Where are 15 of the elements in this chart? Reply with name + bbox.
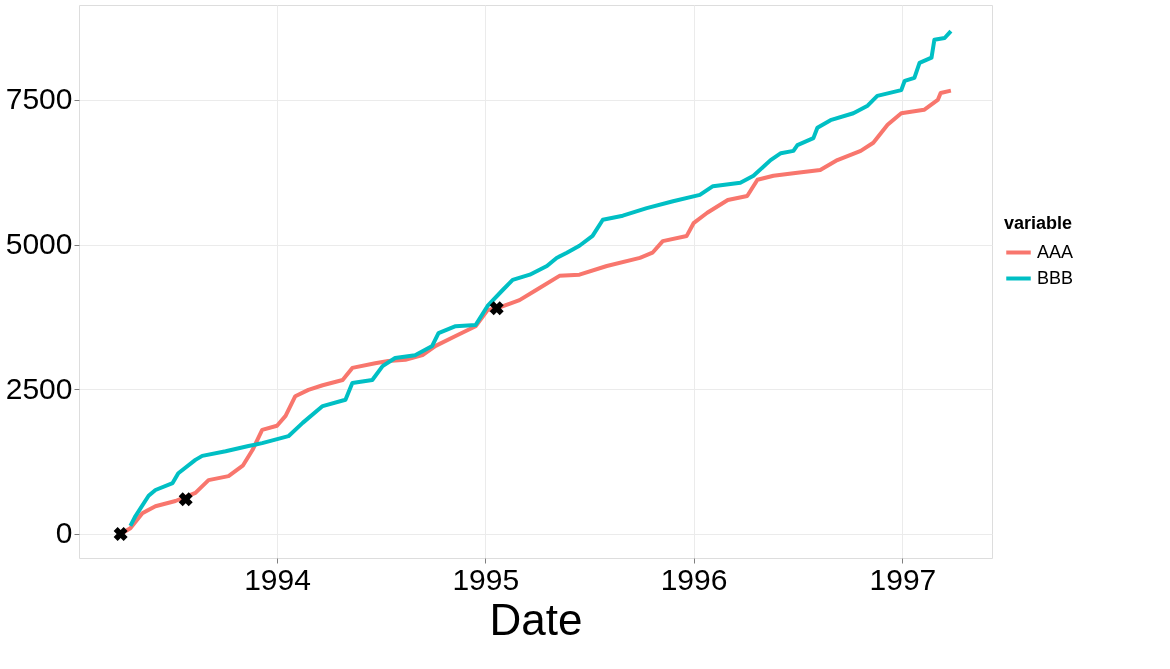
legend-label: AAA [1037, 241, 1074, 262]
x-axis-title: Date [489, 594, 583, 644]
x-tick-label: 1996 [660, 562, 728, 596]
y-tick-label: 0 [55, 516, 73, 550]
y-tick-label: 2500 [5, 371, 73, 405]
x-tick-label: 1995 [452, 562, 520, 596]
legend-title: variable [1004, 213, 1073, 233]
y-tick-label: 5000 [5, 227, 73, 261]
point [113, 526, 128, 541]
legend-label: BBB [1037, 267, 1074, 288]
y-tick-label: 7500 [5, 82, 73, 116]
x-tick-label: 1994 [244, 562, 311, 596]
point [489, 301, 504, 316]
point [178, 492, 193, 507]
x-tick-label: 1997 [869, 562, 937, 596]
